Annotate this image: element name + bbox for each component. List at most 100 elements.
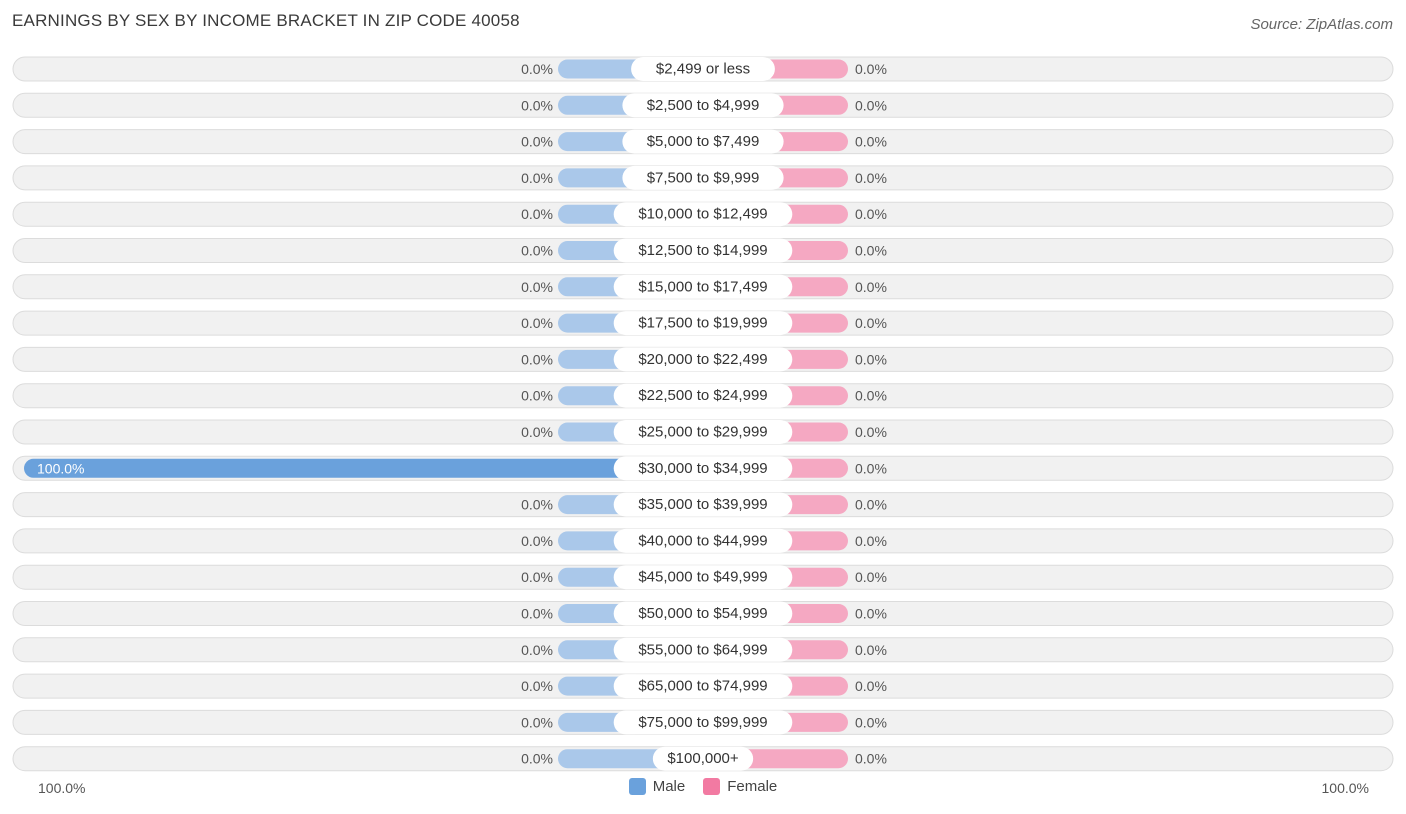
male-value-label: 0.0% — [521, 642, 553, 658]
female-value-label: 0.0% — [855, 134, 887, 150]
category-label: $10,000 to $12,499 — [638, 206, 767, 223]
male-value-label: 0.0% — [521, 351, 553, 367]
category-label: $30,000 to $34,999 — [638, 460, 767, 477]
male-value-label: 0.0% — [521, 243, 553, 259]
male-value-label: 0.0% — [521, 61, 553, 77]
male-value-label: 0.0% — [521, 279, 553, 295]
male-value-label: 0.0% — [521, 678, 553, 694]
category-pill — [622, 129, 784, 154]
male-value-label: 0.0% — [521, 606, 553, 622]
chart-row: 0.0% 0.0% $35,000 to $39,999 — [12, 492, 1394, 518]
category-label: $50,000 to $54,999 — [638, 605, 767, 622]
female-value-label: 0.0% — [855, 460, 887, 476]
category-label: $75,000 to $99,999 — [638, 714, 767, 731]
chart-row: 0.0% 0.0% $55,000 to $64,999 — [12, 637, 1394, 663]
male-value-label: 0.0% — [521, 134, 553, 150]
female-value-label: 0.0% — [855, 97, 887, 113]
category-pill — [613, 710, 793, 735]
female-value-label: 0.0% — [855, 714, 887, 730]
category-label: $22,500 to $24,999 — [638, 387, 767, 404]
chart-row: 0.0% 0.0% $17,500 to $19,999 — [12, 310, 1394, 336]
female-value-label: 0.0% — [855, 533, 887, 549]
category-pill — [613, 311, 793, 336]
legend-swatch-male — [628, 778, 646, 795]
category-label: $45,000 to $49,999 — [638, 569, 767, 586]
chart-row: 0.0% 0.0% $12,500 to $14,999 — [12, 238, 1394, 263]
category-pill — [613, 565, 793, 590]
category-pill — [613, 347, 793, 372]
category-label: $65,000 to $74,999 — [638, 678, 767, 695]
source-label: Source: ZipAtlas.com — [1250, 16, 1393, 33]
chart-title: EARNINGS BY SEX BY INCOME BRACKET IN ZIP… — [12, 11, 520, 30]
category-label: $55,000 to $64,999 — [638, 641, 767, 658]
male-value-label: 0.0% — [521, 206, 553, 222]
chart-row: 0.0% 0.0% $25,000 to $29,999 — [12, 419, 1394, 445]
category-pill — [613, 637, 793, 662]
category-label: $40,000 to $44,999 — [638, 532, 767, 549]
category-pill — [613, 238, 793, 263]
female-value-label: 0.0% — [855, 606, 887, 622]
female-value-label: 0.0% — [855, 569, 887, 585]
female-value-label: 0.0% — [855, 497, 887, 513]
male-value-label: 0.0% — [521, 424, 553, 440]
female-value-label: 0.0% — [855, 751, 887, 767]
category-label: $15,000 to $17,499 — [638, 278, 767, 295]
male-value-label: 0.0% — [521, 315, 553, 331]
female-value-label: 0.0% — [855, 61, 887, 77]
category-label: $12,500 to $14,999 — [638, 242, 767, 259]
chart-row: 0.0% 0.0% $45,000 to $49,999 — [12, 564, 1394, 590]
chart-row: 0.0% 0.0% $100,000+ — [12, 746, 1394, 772]
male-value-label: 0.0% — [521, 97, 553, 113]
chart-row: 0.0% 0.0% $65,000 to $74,999 — [12, 673, 1394, 699]
chart-row: 0.0% 0.0% $75,000 to $99,999 — [12, 709, 1394, 735]
category-label: $7,500 to $9,999 — [647, 169, 760, 186]
category-label: $5,000 to $7,499 — [647, 133, 760, 150]
chart-row: 100.0% 0.0% $30,000 to $34,999 — [12, 455, 1394, 481]
legend-label-female: Female — [727, 778, 778, 795]
legend: Male Female — [0, 778, 1406, 795]
male-value-label: 0.0% — [521, 533, 553, 549]
female-value-label: 0.0% — [855, 315, 887, 331]
male-value-label: 0.0% — [521, 569, 553, 585]
chart-row: 0.0% 0.0% $5,000 to $7,499 — [12, 129, 1394, 155]
category-pill — [613, 420, 793, 444]
category-label: $17,500 to $19,999 — [638, 315, 767, 332]
female-value-label: 0.0% — [855, 243, 887, 259]
category-pill — [613, 274, 793, 299]
category-pill — [631, 57, 775, 81]
chart-row: 0.0% 0.0% $2,500 to $4,999 — [12, 92, 1394, 118]
category-pill — [613, 601, 793, 626]
category-pill — [652, 746, 754, 771]
category-pill — [613, 383, 793, 408]
category-label: $25,000 to $29,999 — [638, 424, 767, 441]
chart-row: 0.0% 0.0% $22,500 to $24,999 — [12, 383, 1394, 409]
female-value-label: 0.0% — [855, 351, 887, 367]
category-label: $2,499 or less — [656, 61, 750, 78]
category-pill — [613, 492, 793, 517]
female-value-label: 0.0% — [855, 388, 887, 404]
chart-row: 0.0% 0.0% $50,000 to $54,999 — [12, 601, 1394, 626]
category-label: $2,500 to $4,999 — [647, 97, 760, 114]
category-pill — [613, 528, 793, 553]
chart-row: 0.0% 0.0% $20,000 to $22,499 — [12, 346, 1394, 372]
female-value-label: 0.0% — [855, 642, 887, 658]
chart-row: 0.0% 0.0% $2,499 or less — [12, 56, 1394, 82]
category-pill — [622, 93, 784, 118]
male-value-label: 0.0% — [521, 497, 553, 513]
legend-swatch-female — [703, 778, 721, 795]
legend-item-male[interactable]: Male — [628, 778, 685, 795]
category-pill — [613, 674, 793, 699]
axis-left-label: 100.0% — [38, 780, 86, 796]
category-pill — [613, 202, 793, 227]
male-value-label: 100.0% — [37, 460, 84, 476]
legend-item-female[interactable]: Female — [703, 778, 777, 795]
chart-row: 0.0% 0.0% $15,000 to $17,499 — [12, 274, 1394, 300]
chart-row: 0.0% 0.0% $40,000 to $44,999 — [12, 528, 1394, 554]
chart-area: 0.0% 0.0% $2,499 or less 0.0% 0.0% $2,500 to … — [12, 56, 1394, 772]
category-label: $100,000+ — [667, 750, 739, 767]
female-value-label: 0.0% — [855, 424, 887, 440]
category-pill — [622, 165, 784, 190]
male-value-label: 0.0% — [521, 751, 553, 767]
chart-row: 0.0% 0.0% $7,500 to $9,999 — [12, 165, 1394, 191]
male-bar — [24, 458, 703, 478]
